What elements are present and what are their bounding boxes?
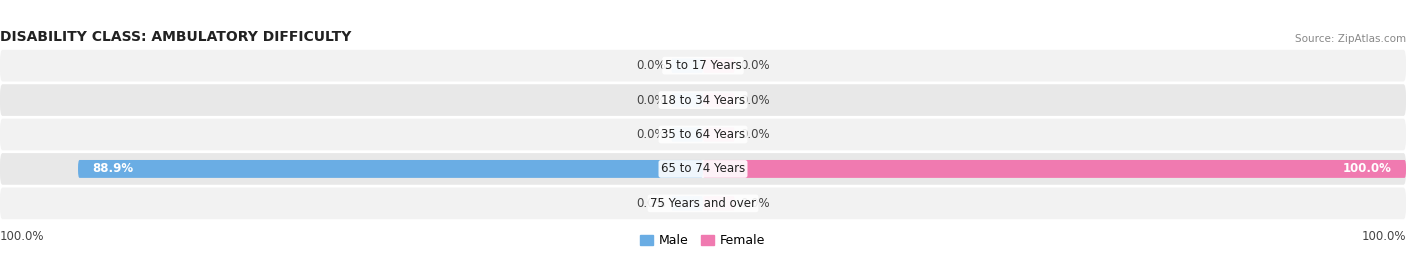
- Text: 0.0%: 0.0%: [741, 128, 770, 141]
- FancyBboxPatch shape: [703, 127, 734, 142]
- Text: 0.0%: 0.0%: [636, 197, 666, 210]
- Text: 88.9%: 88.9%: [91, 162, 134, 175]
- Text: 75 Years and over: 75 Years and over: [650, 197, 756, 210]
- FancyBboxPatch shape: [703, 93, 734, 107]
- Text: 0.0%: 0.0%: [636, 59, 666, 72]
- FancyBboxPatch shape: [0, 153, 1406, 185]
- FancyBboxPatch shape: [0, 119, 1406, 150]
- Text: Source: ZipAtlas.com: Source: ZipAtlas.com: [1295, 34, 1406, 44]
- FancyBboxPatch shape: [0, 50, 1406, 82]
- Text: 35 to 64 Years: 35 to 64 Years: [661, 128, 745, 141]
- Text: 0.0%: 0.0%: [636, 128, 666, 141]
- FancyBboxPatch shape: [703, 160, 1406, 178]
- Legend: Male, Female: Male, Female: [636, 229, 770, 252]
- FancyBboxPatch shape: [703, 196, 734, 211]
- Text: 5 to 17 Years: 5 to 17 Years: [665, 59, 741, 72]
- Text: 0.0%: 0.0%: [741, 197, 770, 210]
- Text: 0.0%: 0.0%: [741, 94, 770, 107]
- FancyBboxPatch shape: [672, 196, 703, 211]
- Text: 65 to 74 Years: 65 to 74 Years: [661, 162, 745, 175]
- Text: 0.0%: 0.0%: [741, 59, 770, 72]
- Text: 0.0%: 0.0%: [636, 94, 666, 107]
- FancyBboxPatch shape: [0, 84, 1406, 116]
- FancyBboxPatch shape: [77, 160, 703, 178]
- Text: 100.0%: 100.0%: [1343, 162, 1392, 175]
- Text: 18 to 34 Years: 18 to 34 Years: [661, 94, 745, 107]
- Text: 100.0%: 100.0%: [0, 230, 45, 243]
- FancyBboxPatch shape: [672, 127, 703, 142]
- FancyBboxPatch shape: [0, 187, 1406, 219]
- FancyBboxPatch shape: [672, 58, 703, 73]
- FancyBboxPatch shape: [703, 58, 734, 73]
- Text: 100.0%: 100.0%: [1361, 230, 1406, 243]
- Text: DISABILITY CLASS: AMBULATORY DIFFICULTY: DISABILITY CLASS: AMBULATORY DIFFICULTY: [0, 30, 352, 44]
- FancyBboxPatch shape: [672, 93, 703, 107]
